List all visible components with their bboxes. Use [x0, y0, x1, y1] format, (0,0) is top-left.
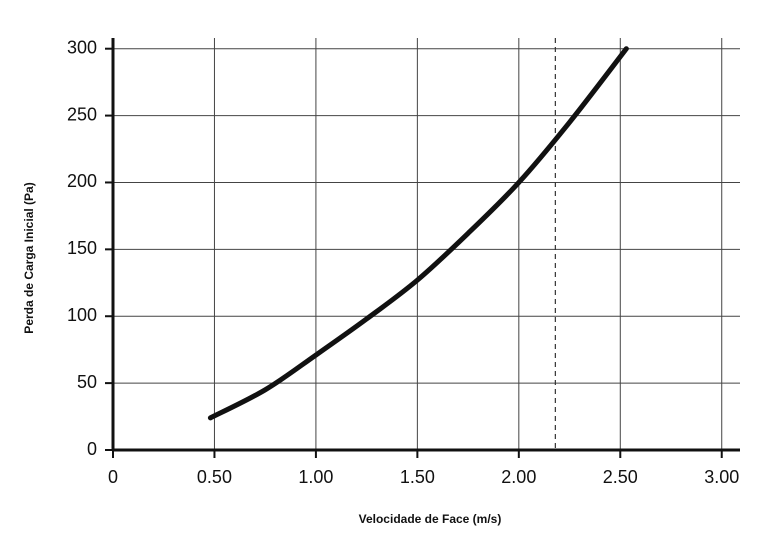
x-axis-title: Velocidade de Face (m/s)	[359, 512, 502, 526]
x-tick-label: 0.50	[197, 467, 232, 487]
data-line	[207, 46, 629, 421]
x-tick-label: 1.50	[400, 467, 435, 487]
x-tick-label: 0	[108, 467, 118, 487]
y-tick-label: 300	[67, 37, 97, 57]
x-tick-label: 3.00	[704, 467, 739, 487]
y-tick-label: 150	[67, 238, 97, 258]
y-tick-label: 100	[67, 305, 97, 325]
x-tick-label: 1.00	[298, 467, 333, 487]
y-tick-label: 200	[67, 171, 97, 191]
y-tick-label: 50	[77, 372, 97, 392]
x-tick-label: 2.50	[603, 467, 638, 487]
y-tick-label: 250	[67, 104, 97, 124]
y-axis-title: Perda de Carga Inicial (Pa)	[22, 182, 36, 333]
x-tick-label: 2.00	[501, 467, 536, 487]
y-tick-label: 0	[87, 439, 97, 459]
